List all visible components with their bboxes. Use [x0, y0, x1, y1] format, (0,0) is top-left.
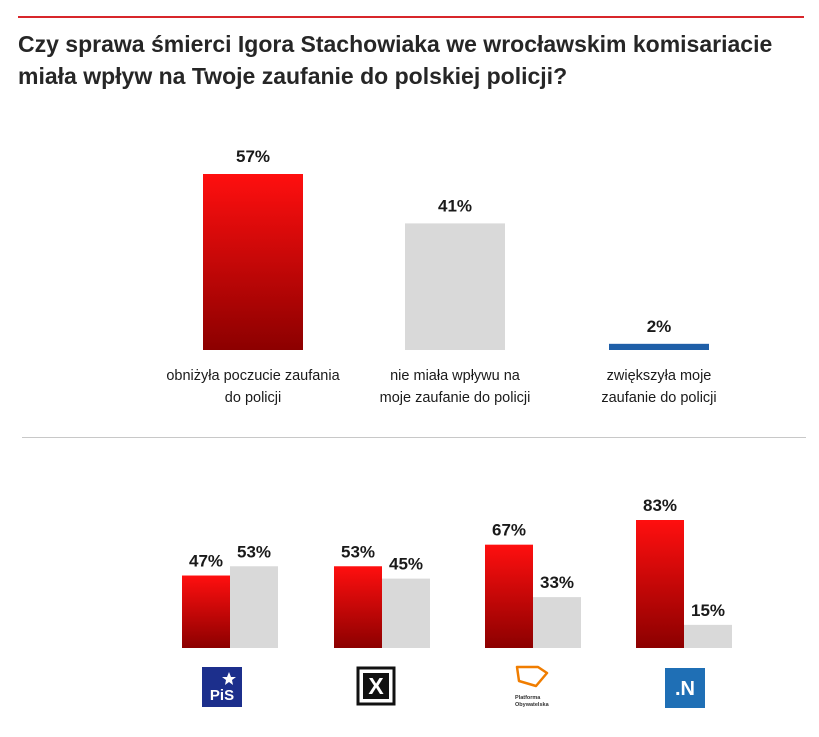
party-bar-2-series-1 — [334, 566, 382, 648]
nowoczesna-logo: .N — [665, 668, 705, 708]
nowoczesna-logo-text: .N — [675, 678, 695, 700]
party-value-label-3-1: 67% — [492, 521, 526, 540]
party-value-label-1-1: 47% — [189, 552, 223, 571]
party-bar-1-series-2 — [230, 566, 278, 648]
value-label-1: 57% — [236, 147, 270, 166]
bar-2 — [405, 223, 505, 350]
po-logo-line1: Platforma — [515, 695, 541, 701]
pis-logo: PiS — [202, 667, 242, 707]
party-bar-1-series-1 — [182, 575, 230, 648]
pis-logo-text: PiS — [210, 687, 234, 704]
category-label-1-line-1: obniżyła poczucie zaufania — [166, 368, 340, 384]
party-bar-4-series-1 — [636, 520, 684, 648]
party-bar-2-series-2 — [382, 578, 430, 648]
category-label-3-line-1: zwiększyła moje — [607, 368, 712, 384]
kukiz-logo-inner — [363, 673, 389, 699]
nowoczesna-logo-bg — [665, 668, 705, 708]
category-label-2-line-2: moje zaufanie do policji — [380, 390, 531, 406]
eagle-icon — [222, 672, 236, 685]
bar-1 — [203, 174, 303, 350]
party-value-label-1-2: 53% — [237, 542, 271, 561]
party-value-label-2-2: 45% — [389, 555, 423, 574]
party-value-label-4-2: 15% — [691, 601, 725, 620]
top-rule — [18, 16, 804, 18]
category-label-3-line-2: zaufanie do policji — [601, 390, 716, 406]
section-divider — [22, 437, 806, 438]
main-bar-chart: 57% obniżyła poczucie zaufania do policji 4… — [166, 147, 716, 406]
party-value-label-2-1: 53% — [341, 542, 375, 561]
category-label-1-line-2: do policji — [225, 390, 281, 406]
value-label-3: 2% — [647, 317, 672, 336]
kukiz-logo: X — [356, 666, 396, 706]
party-value-label-4-1: 83% — [643, 496, 677, 515]
chart-title: Czy sprawa śmierci Igora Stachowiaka we … — [18, 31, 773, 89]
kukiz-logo-text: X — [368, 673, 384, 699]
value-label-2: 41% — [438, 196, 472, 215]
po-heart-icon — [515, 665, 549, 688]
pis-logo-bg — [202, 667, 242, 707]
category-label-2-line-1: nie miała wpływu na — [390, 368, 521, 384]
po-logo-line2: Obywatelska — [515, 702, 550, 708]
party-bar-3-series-2 — [533, 597, 581, 648]
party-bar-3-series-1 — [485, 544, 533, 648]
bar-3 — [609, 343, 709, 350]
party-value-label-3-2: 33% — [540, 573, 574, 592]
party-bar-4-series-2 — [684, 624, 732, 648]
